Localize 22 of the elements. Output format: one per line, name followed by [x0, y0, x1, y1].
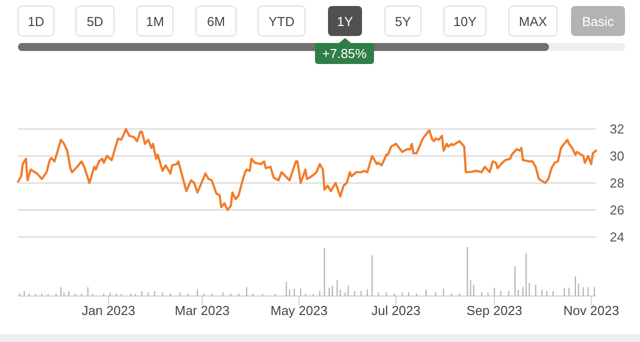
x-tick-label: Nov 2023 [563, 303, 620, 318]
x-tick-label: Jan 2023 [82, 303, 136, 318]
y-tick-label: 28 [610, 176, 624, 190]
y-tick-label: 32 [610, 122, 624, 136]
x-tick-label: Sep 2023 [466, 303, 522, 318]
button: Basic [571, 6, 625, 36]
x-tick-label: Mar 2023 [174, 303, 230, 318]
button: MAX [508, 6, 558, 36]
x-tick-label: May 2023 [270, 303, 328, 318]
button: 1Y [328, 6, 362, 36]
y-tick-label: 24 [610, 230, 624, 244]
y-tick-label: 26 [610, 202, 624, 218]
button: 1M [136, 6, 174, 36]
button: 1D [18, 6, 54, 36]
line-series [16, 128, 598, 212]
x-tick-label: Jul 2023 [371, 303, 420, 318]
button: 5D [76, 6, 114, 36]
button: YTD [258, 6, 306, 36]
button: 6M [196, 6, 236, 36]
button: 5Y [384, 6, 422, 36]
y-tick-label: 30 [610, 148, 624, 164]
button: 10Y [444, 6, 486, 36]
